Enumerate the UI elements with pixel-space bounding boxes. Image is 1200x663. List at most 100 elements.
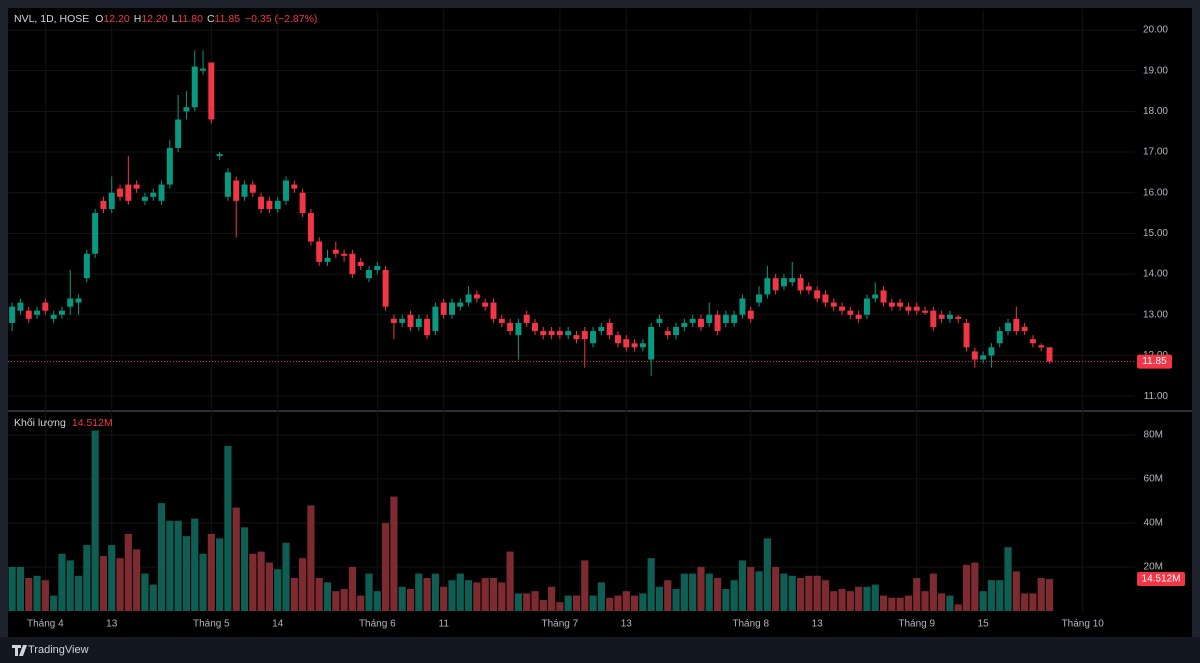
volume-bar <box>921 591 929 611</box>
candle-body <box>390 318 397 323</box>
volume-tick-label: 80M <box>1144 430 1163 441</box>
volume-bar <box>390 496 398 611</box>
volume-bar <box>946 595 954 611</box>
candle-body <box>631 343 638 348</box>
last-volume-label: 14.512M <box>1142 574 1181 585</box>
candle-body <box>183 107 190 112</box>
volume-bar <box>191 518 199 611</box>
volume-bar <box>514 593 522 611</box>
candle-body <box>756 294 763 303</box>
candle-body <box>291 184 298 189</box>
volume-bar <box>680 573 688 611</box>
volume-bar <box>481 577 489 611</box>
candle-body <box>67 298 74 307</box>
volume-bar <box>705 573 713 611</box>
volume-bar <box>821 580 830 611</box>
field-key: C <box>207 13 215 25</box>
volume-bar <box>539 599 547 611</box>
candle-body <box>905 306 912 311</box>
volume-legend: Khối lượng 14.512M <box>14 417 113 429</box>
candle-body <box>556 331 563 336</box>
volume-bar <box>838 588 846 611</box>
candle-body <box>25 310 32 319</box>
candle-body <box>722 314 729 323</box>
candle-body <box>565 331 572 336</box>
logo-mark <box>12 645 27 656</box>
candle-body <box>839 306 846 311</box>
candle-body <box>897 302 904 307</box>
candle-body <box>980 355 987 360</box>
volume-bar <box>216 538 224 611</box>
volume-bar <box>830 591 838 611</box>
volume-bar <box>465 580 473 611</box>
volume-bar <box>108 544 116 611</box>
change: −0.35 (−2.87%) <box>245 13 317 25</box>
volume-bar <box>323 582 332 611</box>
volume-bar <box>954 604 962 611</box>
candle-body <box>922 310 929 313</box>
volume-bar <box>788 575 796 611</box>
volume-bar <box>1012 571 1020 611</box>
volume-bar <box>904 595 913 611</box>
candle-body <box>341 253 348 256</box>
volume-bar <box>614 595 622 611</box>
volume-bar <box>896 597 904 611</box>
candle-body <box>863 298 870 315</box>
volume-bar <box>448 580 456 611</box>
volume-bar <box>846 591 854 611</box>
field-key: L <box>172 13 178 25</box>
volume-bar <box>722 588 730 611</box>
candle-body <box>307 213 314 242</box>
x-tick-label: 14 <box>272 619 284 630</box>
x-tick-label: 15 <box>978 619 990 630</box>
volume-bar <box>572 595 581 611</box>
candle-body <box>855 314 862 319</box>
candle-body <box>996 331 1003 344</box>
x-tick-label: Tháng 8 <box>732 619 769 630</box>
volume-bar <box>1029 593 1037 611</box>
candle-body <box>872 294 879 299</box>
volume-bar <box>340 588 348 611</box>
volume-bar <box>182 536 191 611</box>
candle-body <box>614 335 621 344</box>
bottom-bar <box>0 637 1200 663</box>
candle-body <box>50 314 57 319</box>
volume-bar <box>506 551 514 611</box>
candle-body <box>42 302 49 311</box>
candle-body <box>814 290 821 299</box>
volume-bar <box>622 591 630 611</box>
volume-bar <box>871 584 879 611</box>
volume-bar <box>406 588 415 611</box>
marks <box>8 50 1135 611</box>
volume-bar <box>863 586 871 611</box>
candle-body <box>714 314 721 332</box>
candle-body <box>366 270 372 279</box>
y-tick-label: 13.00 <box>1143 309 1168 320</box>
candle-body <box>249 184 256 193</box>
volume-bar <box>664 580 672 611</box>
x-tick-label: Tháng 9 <box>898 619 935 630</box>
volume-bar <box>547 586 556 611</box>
volume-bar <box>879 595 888 611</box>
volume-bar <box>813 575 821 611</box>
volume-bar <box>755 571 763 611</box>
candle-body <box>739 298 746 315</box>
volume-bar <box>8 566 16 611</box>
volume-bar <box>556 602 564 611</box>
candle-body <box>731 314 738 323</box>
candle-body <box>266 200 273 209</box>
candle-body <box>955 316 962 319</box>
candle-body <box>216 154 223 157</box>
volume-bar <box>639 593 647 611</box>
volume-bar <box>257 551 265 611</box>
field-value: 12.20 <box>103 13 129 25</box>
volume-bar <box>382 522 390 611</box>
candle-body <box>697 318 704 327</box>
volume-bar <box>16 566 25 611</box>
candle-body <box>117 188 124 197</box>
candle-body <box>507 322 514 332</box>
volume-bar <box>1037 577 1045 611</box>
candle-body <box>830 302 837 307</box>
volume-bar <box>971 562 979 611</box>
